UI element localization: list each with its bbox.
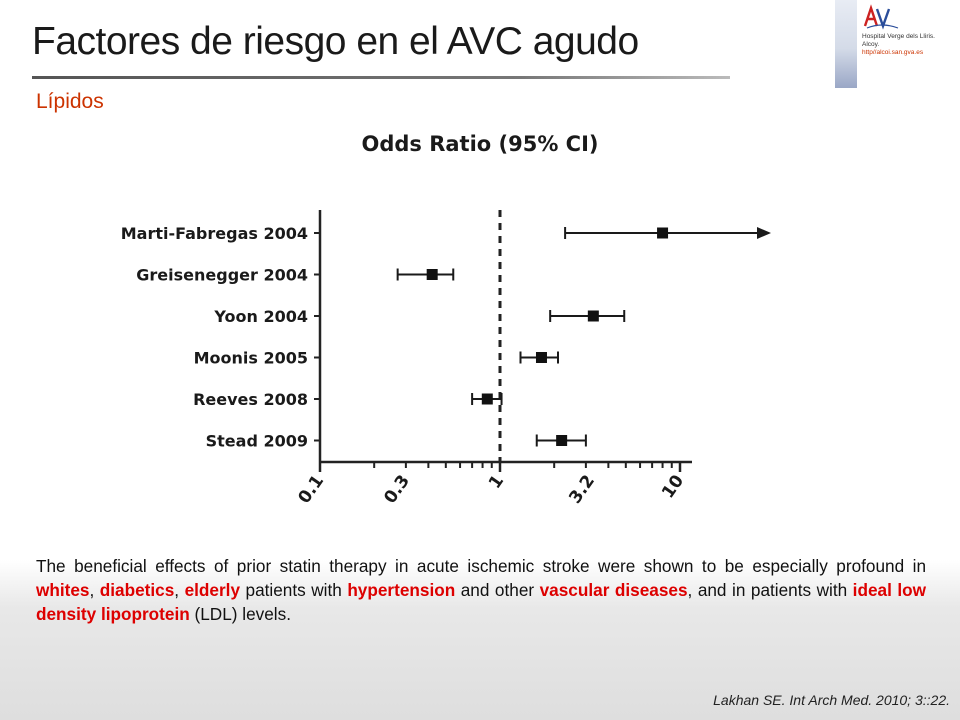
section-subtitle: Lípidos [36,90,104,113]
hospital-logo-icon [863,4,899,30]
chart-title: Odds Ratio (95% CI) [0,132,960,156]
x-tick-label: 0.1 [294,471,328,507]
hospital-logo-text: Hospital Verge dels Lliris. Alcoy. http/… [862,33,957,57]
highlight-hypertension: hypertension [347,580,456,600]
body-sep-5: , and in patients with [687,580,853,600]
x-tick-label: 1 [485,471,508,492]
study-label: Moonis 2005 [194,349,308,368]
chart-title-text: Odds Ratio (95% CI) [361,132,599,156]
forest-plot: 0.1 0.3 1 3.2 10 Marti-Fabregas 2004 Greiseneg… [121,210,771,508]
study-label: Stead 2009 [206,432,308,451]
highlight-vascular-diseases: vascular diseases [539,580,688,600]
odds-ratio-point [426,269,438,280]
background-gradient [0,560,960,720]
odds-ratio-point [535,352,547,363]
study-label: Reeves 2008 [193,390,308,409]
hospital-logo-bar [835,0,857,88]
odds-ratio-point [556,435,568,446]
study-label: Greisenegger 2004 [136,266,308,285]
summary-paragraph: The beneficial effects of prior statin t… [36,554,926,626]
study-label: Marti-Fabregas 2004 [121,224,308,243]
x-tick-label: 3.2 [565,471,599,507]
body-sep-2: , [174,580,185,600]
x-tick-label: 0.3 [380,471,414,507]
body-text-1: The beneficial effects of prior statin t… [36,556,926,576]
title-underline [32,76,730,79]
page-title: Factores de riesgo en el AVC agudo [32,20,639,63]
citation: Lakhan SE. Int Arch Med. 2010; 3::22. [713,692,950,708]
body-sep-4: and other [455,580,540,600]
x-tick-label: 10 [658,471,688,502]
body-sep-3: patients with [240,580,348,600]
study-label: Yoon 2004 [213,307,308,326]
body-text-end: (LDL) levels. [189,604,291,624]
ci-arrow [757,227,771,239]
logo-line-2: Alcoy. [862,41,880,48]
odds-ratio-point [481,393,493,405]
logo-url: http//alcoi.san.gva.es [862,49,924,56]
logo-line-1: Hospital Verge dels Lliris. [862,33,935,40]
highlight-whites: whites [36,580,90,600]
odds-ratio-point [657,227,669,239]
highlight-diabetics: diabetics [99,580,175,600]
body-sep-1: , [89,580,100,600]
odds-ratio-point [587,310,599,322]
highlight-elderly: elderly [184,580,241,600]
highlight-ldl: ideal low density lipoprotein [36,580,926,624]
